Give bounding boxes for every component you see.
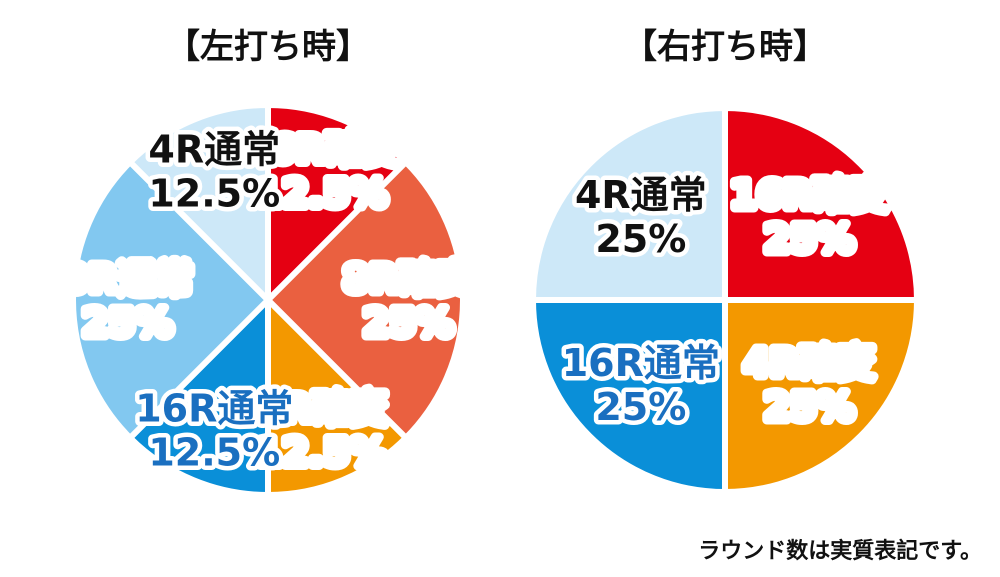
left-slice-label: 4R通常 12.5%	[148, 127, 280, 215]
right-slice-percent: 25%	[764, 385, 855, 429]
left-slice-label: 16R確変 12.5%	[243, 127, 401, 215]
left-pie-slice	[265, 297, 409, 498]
left-pie-slice	[127, 102, 271, 303]
right-chart-title: 【右打ち時】	[623, 27, 827, 67]
right-slice-label: 16R確変 25%	[730, 173, 888, 261]
left-slice-name: 4R確変	[256, 387, 388, 431]
left-slice-name: 8R確変	[343, 257, 475, 301]
left-slice-percent: 25%	[82, 301, 173, 345]
left-chart-title: 【左打ち時】	[166, 27, 370, 67]
right-pie-chart: 【右打ち時】16R確変 25%4R確変 25%16R通常 25%4R通常 25%	[530, 27, 920, 495]
left-slice-name: 16R確変	[243, 127, 401, 171]
left-slice-label: 4R確変 12.5%	[256, 387, 388, 475]
left-pie-slice	[70, 159, 271, 441]
right-slice-label: 16R通常 25%	[562, 341, 720, 429]
right-slice-percent: 25%	[595, 217, 686, 261]
left-pie-slice	[127, 297, 271, 498]
left-slice-label: 8R通常 25%	[62, 257, 194, 345]
left-slice-label: 16R通常 12.5%	[135, 387, 293, 475]
left-slice-name: 8R通常	[62, 257, 194, 301]
right-pie-slice	[530, 297, 728, 495]
right-slice-name: 4R確変	[743, 341, 875, 385]
right-slice-percent: 25%	[764, 217, 855, 261]
right-slice-label: 4R通常 25%	[575, 173, 707, 261]
footnote: ラウンド数は実質表記です。	[698, 539, 982, 564]
right-pie-slice	[722, 297, 920, 495]
right-slice-percent: 25%	[595, 385, 686, 429]
left-slice-percent: 12.5%	[256, 431, 388, 475]
left-pie-slice	[265, 159, 466, 441]
left-pie-slice	[265, 102, 409, 303]
right-pie-slice	[530, 105, 728, 303]
left-slice-label: 8R確変 25%	[343, 257, 475, 345]
left-pie-chart: 【左打ち時】16R確変 12.5%8R確変 25%4R確変 12.5%16R通常 12.…	[57, 27, 479, 498]
left-slice-percent: 25%	[363, 301, 454, 345]
right-slice-name: 4R通常	[575, 173, 707, 217]
right-slice-name: 16R確変	[730, 173, 888, 217]
left-slice-percent: 12.5%	[148, 431, 280, 475]
left-slice-name: 16R通常	[135, 387, 293, 431]
left-slice-name: 4R通常	[148, 127, 280, 171]
right-slice-label: 4R確変 25%	[743, 341, 875, 429]
left-slice-percent: 12.5%	[256, 171, 388, 215]
left-slice-percent: 12.5%	[148, 171, 280, 215]
right-pie-slice	[722, 105, 920, 303]
right-slice-name: 16R通常	[562, 341, 720, 385]
